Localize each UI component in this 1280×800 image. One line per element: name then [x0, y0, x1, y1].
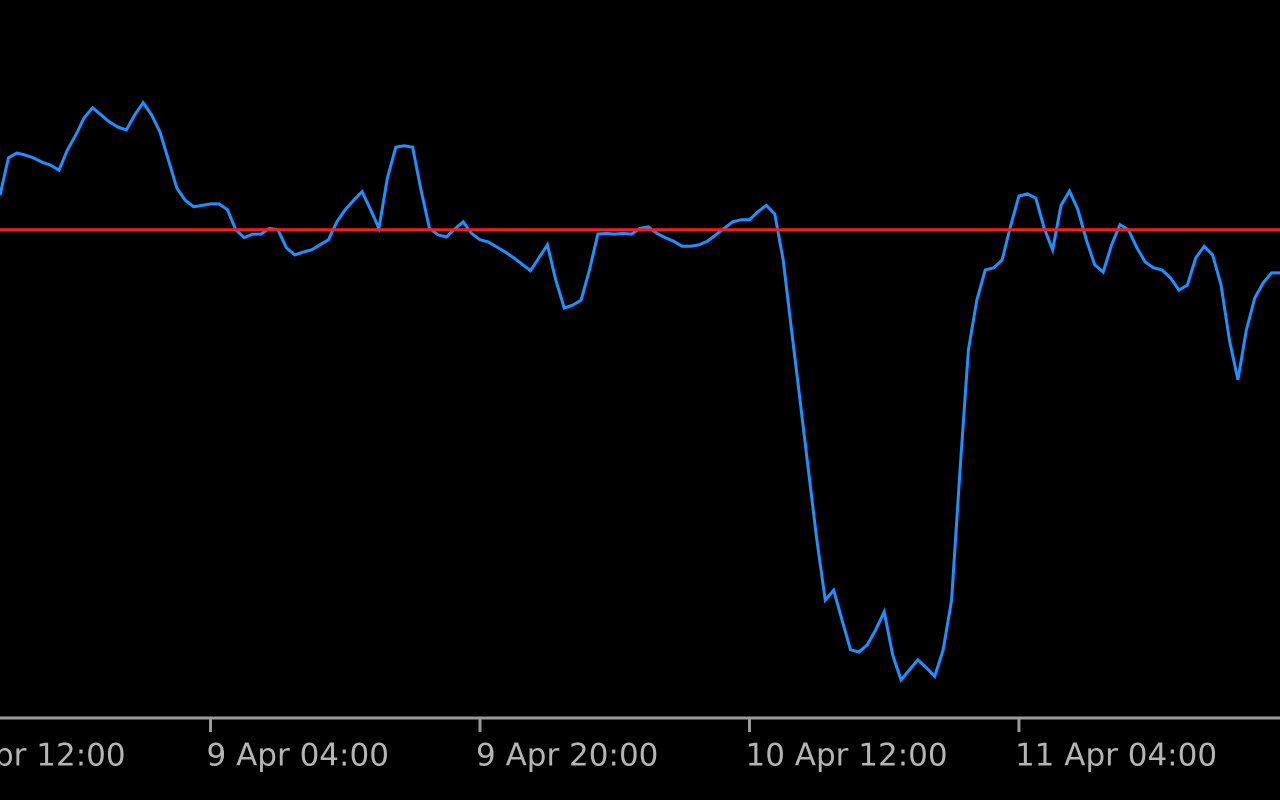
x-tick-label: 10 Apr 12:00 [745, 738, 947, 774]
x-tick-label: 9 Apr 04:00 [207, 738, 389, 774]
x-tick-label: 9 Apr 20:00 [476, 738, 658, 774]
x-edge-label: pr 12:00 [0, 738, 126, 774]
x-tick-label: 11 Apr 04:00 [1015, 738, 1217, 774]
